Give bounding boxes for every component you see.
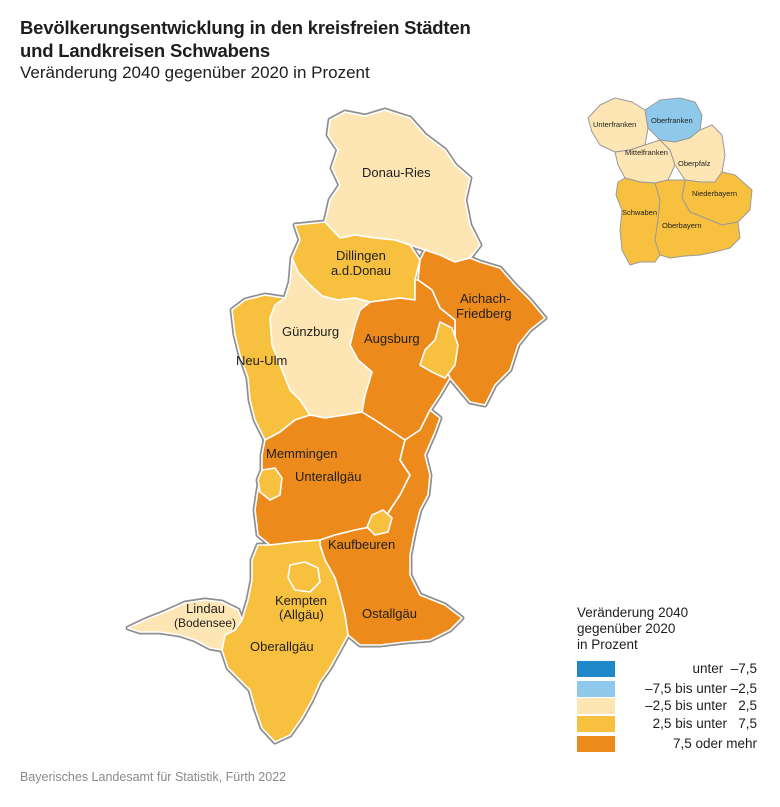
region-shapes — [127, 109, 546, 743]
source-note: Bayerisches Landesamt für Statistik, Für… — [20, 770, 287, 784]
inset-mittelfranken — [614, 139, 676, 184]
inset-label-niederbayern: Niederbayern — [692, 189, 737, 198]
legend-label: –7,5 bis unter –2,5 — [645, 681, 757, 696]
legend-title-line1: Veränderung 2040 — [577, 605, 689, 620]
inset-label-mittelfranken: Mittelfranken — [625, 148, 668, 157]
legend-label: unter –7,5 — [692, 661, 757, 676]
map-title-line1: Bevölkerungsentwicklung in den kreisfrei… — [20, 17, 471, 38]
label-kempten-2: (Allgäu) — [279, 607, 324, 622]
label-aichach-2: Friedberg — [456, 306, 512, 321]
label-ostallgaeu: Ostallgäu — [362, 606, 417, 621]
inset-label-unterfranken: Unterfranken — [593, 120, 636, 129]
label-aichach-1: Aichach- — [460, 291, 511, 306]
inset-oberpfalz — [659, 124, 726, 183]
region-augsburg-stadt[interactable] — [419, 321, 459, 379]
label-neu-ulm: Neu-Ulm — [236, 353, 287, 368]
label-augsburg: Augsburg — [364, 331, 420, 346]
legend-item: –2,5 bis unter 2,5 — [577, 698, 757, 715]
legend-title-line2: gegenüber 2020 — [577, 621, 676, 636]
inset-label-schwaben: Schwaben — [622, 208, 657, 217]
inset-unterfranken — [587, 97, 649, 153]
legend-item: unter –7,5 — [577, 661, 757, 678]
map-title-line2: und Landkreisen Schwabens — [20, 40, 270, 61]
map-subtitle: Veränderung 2040 gegenüber 2020 in Proze… — [20, 63, 370, 82]
region-neu-ulm[interactable] — [231, 294, 311, 441]
legend-item: 2,5 bis unter 7,5 — [577, 716, 757, 733]
legend-label: 2,5 bis unter 7,5 — [652, 716, 757, 731]
label-memmingen: Memmingen — [266, 446, 338, 461]
inset-schwaben — [615, 177, 661, 266]
label-kempten-1: Kempten — [275, 593, 327, 608]
label-kaufbeuren: Kaufbeuren — [328, 537, 395, 552]
legend-swatch — [577, 698, 615, 714]
region-labels: Donau-Ries Dillingen a.d.Donau Aichach- … — [174, 165, 512, 654]
label-guenzburg: Günzburg — [282, 324, 339, 339]
region-ostallgaeu[interactable] — [319, 409, 463, 646]
legend-item: –7,5 bis unter –2,5 — [577, 681, 757, 698]
label-oberallgaeu: Oberallgäu — [250, 639, 314, 654]
legend-item: 7,5 oder mehr — [577, 736, 757, 753]
region-kaufbeuren-stadt[interactable] — [366, 509, 393, 536]
inset-labels: Unterfranken Oberfranken Mittelfranken O… — [593, 116, 737, 230]
label-dillingen-2: a.d.Donau — [331, 263, 391, 278]
legend-swatch — [577, 716, 615, 732]
label-lindau-1: Lindau — [186, 601, 225, 616]
inset-label-oberbayern: Oberbayern — [662, 221, 702, 230]
label-lindau-2: (Bodensee) — [174, 616, 236, 630]
map-title: Bevölkerungsentwicklung in den kreisfrei… — [20, 16, 580, 62]
inset-label-oberpfalz: Oberpfalz — [678, 159, 711, 168]
legend-swatch — [577, 736, 615, 752]
label-dillingen-1: Dillingen — [336, 248, 386, 263]
label-donau-ries: Donau-Ries — [362, 165, 431, 180]
region-kempten-stadt[interactable] — [287, 561, 321, 593]
legend-label: –2,5 bis unter 2,5 — [645, 698, 757, 713]
inset-oberbayern — [654, 179, 741, 259]
label-unterallgaeu: Unterallgäu — [295, 469, 362, 484]
legend-title-line3: in Prozent — [577, 637, 638, 652]
legend-label: 7,5 oder mehr — [672, 736, 757, 751]
inset-label-oberfranken: Oberfranken — [651, 116, 693, 125]
legend-swatch — [577, 661, 615, 677]
legend-swatch — [577, 681, 615, 697]
legend-title: Veränderung 2040 gegenüber 2020 in Proze… — [577, 605, 688, 653]
region-lindau[interactable] — [127, 599, 243, 651]
inset-bavaria-map — [587, 97, 753, 266]
region-memmingen-stadt[interactable] — [257, 467, 283, 501]
